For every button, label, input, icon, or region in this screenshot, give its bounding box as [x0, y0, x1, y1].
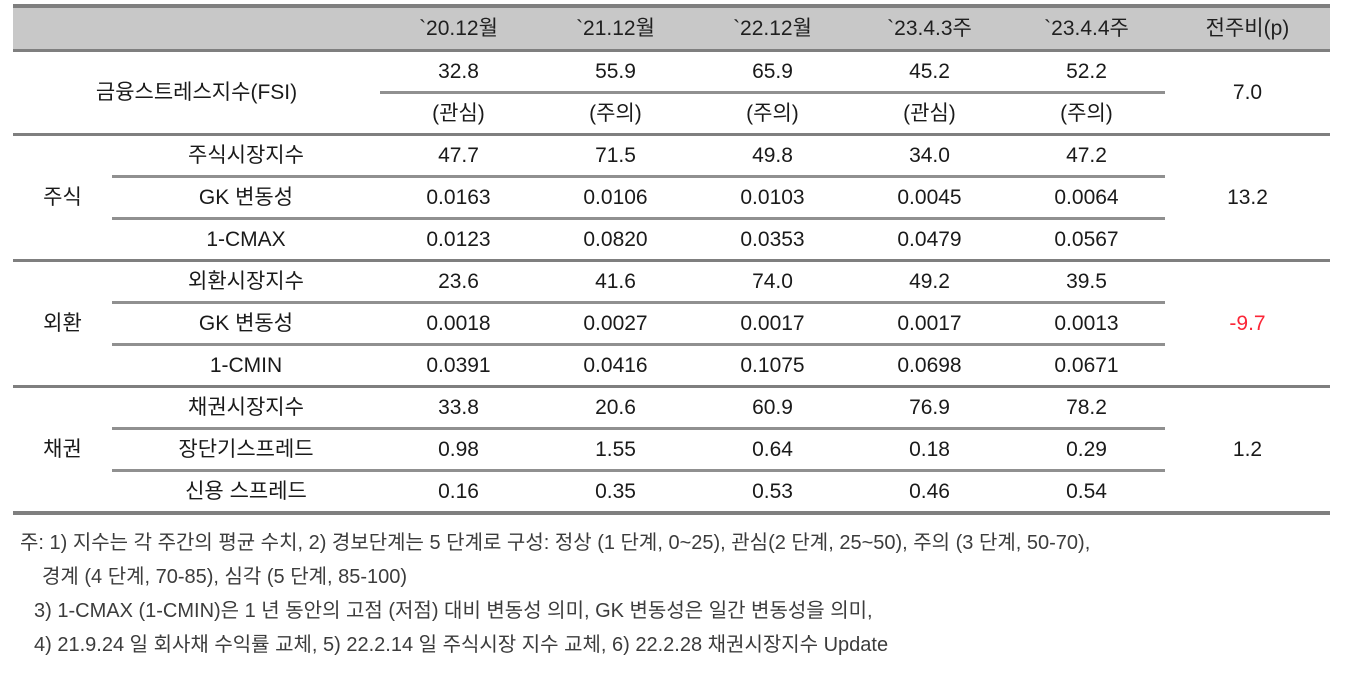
metric-value: 34.0 [851, 133, 1008, 177]
section-category: 채권 [13, 385, 112, 513]
metric-value: 0.0353 [694, 217, 851, 261]
fsi-stage: (주의) [1008, 91, 1165, 135]
fsi-stage: (주의) [537, 91, 694, 135]
metric-value: 0.0820 [537, 217, 694, 261]
fsi-wow-value: 7.0 [1165, 50, 1330, 135]
fsi-value: 55.9 [537, 50, 694, 93]
metric-label: 신용 스프레드 [112, 469, 380, 513]
section-category: 외환 [13, 259, 112, 387]
section-category: 주식 [13, 133, 112, 261]
metric-value: 0.0416 [537, 343, 694, 387]
metric-value: 0.0163 [380, 175, 537, 219]
column-header: `23.4.3주 [851, 6, 1008, 52]
bond-termspread-row: 장단기스프레드 0.98 1.55 0.64 0.18 0.29 [13, 427, 1330, 471]
fsi-value: 52.2 [1008, 50, 1165, 93]
column-header: `21.12월 [537, 6, 694, 52]
header-row: `20.12월 `21.12월 `22.12월 `23.4.3주 `23.4.4… [13, 6, 1330, 52]
metric-value: 49.2 [851, 259, 1008, 303]
stock-cmax-row: 1-CMAX 0.0123 0.0820 0.0353 0.0479 0.056… [13, 217, 1330, 261]
metric-value: 0.0045 [851, 175, 1008, 219]
metric-value: 0.0698 [851, 343, 1008, 387]
metric-value: 1.55 [537, 427, 694, 471]
metric-value: 39.5 [1008, 259, 1165, 303]
metric-value: 71.5 [537, 133, 694, 177]
footnotes: 주: 1) 지수는 각 주간의 평균 수치, 2) 경보단계는 5 단계로 구성… [0, 526, 1345, 662]
metric-value: 0.46 [851, 469, 1008, 513]
metric-label: GK 변동성 [112, 301, 380, 345]
metric-value: 0.16 [380, 469, 537, 513]
metric-label: GK 변동성 [112, 175, 380, 219]
metric-value: 20.6 [537, 385, 694, 429]
fsi-values-row: 금융스트레스지수(FSI) 32.8 55.9 65.9 45.2 52.2 7… [13, 50, 1330, 135]
fsi-stage: (주의) [694, 91, 851, 135]
fsi-table: `20.12월 `21.12월 `22.12월 `23.4.3주 `23.4.4… [13, 4, 1330, 515]
footnote-line: 4) 21.9.24 일 회사채 수익률 교체, 5) 22.2.14 일 주식… [34, 634, 889, 656]
footnote-line: 경계 (4 단계, 70-85), 심각 (5 단계, 85-100) [42, 566, 408, 588]
metric-value: 0.35 [537, 469, 694, 513]
stock-gk-row: GK 변동성 0.0163 0.0106 0.0103 0.0045 0.006… [13, 175, 1330, 219]
metric-value: 0.53 [694, 469, 851, 513]
metric-label: 장단기스프레드 [112, 427, 380, 471]
fx-cmin-row: 1-CMIN 0.0391 0.0416 0.1075 0.0698 0.067… [13, 343, 1330, 387]
column-header: `23.4.4주 [1008, 6, 1165, 52]
footnote-line: 주: 1) 지수는 각 주간의 평균 수치, 2) 경보단계는 5 단계로 구성… [20, 532, 1091, 554]
fsi-row-label: 금융스트레스지수(FSI) [13, 50, 380, 135]
metric-value: 0.0567 [1008, 217, 1165, 261]
column-header-wow: 전주비(p) [1165, 6, 1330, 52]
fx-index-row: 외환 외환시장지수 23.6 41.6 74.0 49.2 39.5 -9.7 [13, 259, 1330, 387]
metric-value: 0.98 [380, 427, 537, 471]
metric-value: 78.2 [1008, 385, 1165, 429]
metric-value: 0.0671 [1008, 343, 1165, 387]
metric-value: 0.0106 [537, 175, 694, 219]
bond-creditspread-row: 신용 스프레드 0.16 0.35 0.53 0.46 0.54 [13, 469, 1330, 513]
metric-value: 0.0123 [380, 217, 537, 261]
metric-value: 47.2 [1008, 133, 1165, 177]
metric-value: 41.6 [537, 259, 694, 303]
fsi-stages-row: (관심) (주의) (주의) (관심) (주의) [13, 91, 1330, 135]
fsi-stage: (관심) [851, 91, 1008, 135]
metric-value: 0.0013 [1008, 301, 1165, 345]
column-header: `20.12월 [380, 6, 537, 52]
metric-label: 1-CMAX [112, 217, 380, 261]
metric-value: 76.9 [851, 385, 1008, 429]
metric-value: 74.0 [694, 259, 851, 303]
metric-value: 0.0027 [537, 301, 694, 345]
metric-value: 0.54 [1008, 469, 1165, 513]
fsi-value: 45.2 [851, 50, 1008, 93]
metric-value: 0.0017 [851, 301, 1008, 345]
metric-value: 0.0391 [380, 343, 537, 387]
section-wow-value: 13.2 [1165, 133, 1330, 261]
column-header: `22.12월 [694, 6, 851, 52]
metric-label: 채권시장지수 [112, 385, 380, 429]
metric-value: 33.8 [380, 385, 537, 429]
section-wow-value: 1.2 [1165, 385, 1330, 513]
metric-value: 0.0017 [694, 301, 851, 345]
fsi-stage: (관심) [380, 91, 537, 135]
fsi-value: 32.8 [380, 50, 537, 93]
metric-label: 주식시장지수 [112, 133, 380, 177]
metric-value: 23.6 [380, 259, 537, 303]
metric-value: 49.8 [694, 133, 851, 177]
fsi-value: 65.9 [694, 50, 851, 93]
metric-value: 0.18 [851, 427, 1008, 471]
metric-value: 60.9 [694, 385, 851, 429]
metric-value: 47.7 [380, 133, 537, 177]
metric-label: 1-CMIN [112, 343, 380, 387]
footnote-line: 3) 1-CMAX (1-CMIN)은 1 년 동안의 고점 (저점) 대비 변… [34, 600, 873, 622]
metric-value: 0.0479 [851, 217, 1008, 261]
header-empty-cell [13, 6, 380, 52]
metric-label: 외환시장지수 [112, 259, 380, 303]
metric-value: 0.0064 [1008, 175, 1165, 219]
fx-gk-row: GK 변동성 0.0018 0.0027 0.0017 0.0017 0.001… [13, 301, 1330, 345]
metric-value: 0.64 [694, 427, 851, 471]
metric-value: 0.0103 [694, 175, 851, 219]
metric-value: 0.0018 [380, 301, 537, 345]
stock-index-row: 주식 주식시장지수 47.7 71.5 49.8 34.0 47.2 13.2 [13, 133, 1330, 261]
metric-value: 0.29 [1008, 427, 1165, 471]
section-wow-value: -9.7 [1165, 259, 1330, 387]
bond-index-row: 채권 채권시장지수 33.8 20.6 60.9 76.9 78.2 1.2 [13, 385, 1330, 513]
metric-value: 0.1075 [694, 343, 851, 387]
